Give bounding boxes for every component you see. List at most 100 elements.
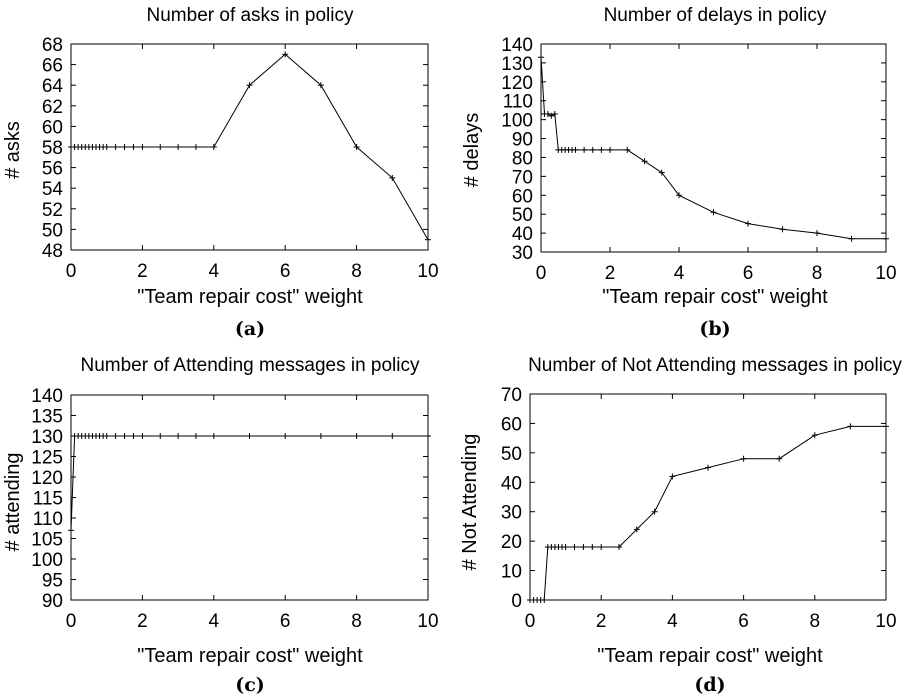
x-tick-label: 2 [137, 611, 148, 632]
data-point [317, 82, 324, 89]
y-tick-label: 56 [42, 159, 63, 180]
x-tick-label: 10 [417, 261, 438, 282]
y-tick-label: 52 [42, 200, 63, 221]
panel-caption: (b) [699, 318, 730, 340]
data-point [112, 433, 119, 439]
data-point [175, 433, 182, 439]
y-tick-label: 105 [31, 530, 63, 551]
data-point [651, 508, 658, 515]
y-tick-label: 40 [501, 473, 522, 494]
x-tick-label: 8 [810, 611, 821, 632]
y-tick-label: 50 [512, 205, 533, 226]
x-tick-label: 10 [875, 263, 896, 284]
x-tick-label: 0 [66, 261, 77, 282]
x-tick-label: 8 [812, 263, 823, 284]
y-tick-label: 30 [512, 243, 533, 264]
data-point [157, 433, 164, 439]
chart-title: Number of Not Attending messages in poli… [528, 355, 902, 376]
data-point [589, 544, 596, 551]
x-axis-label: "Team repair cost" weight [602, 286, 828, 308]
x-axis-label: "Team repair cost" weight [137, 645, 363, 667]
chart-title: Number of Attending messages in policy [80, 355, 420, 376]
y-tick-label: 90 [512, 130, 533, 151]
y-tick-label: 130 [31, 427, 63, 448]
data-point [544, 110, 551, 117]
y-tick-label: 62 [42, 97, 63, 118]
chart-title: Number of delays in policy [604, 5, 827, 26]
y-tick-label: 0 [511, 591, 522, 612]
x-tick-label: 0 [525, 611, 536, 632]
plot-frame [70, 394, 429, 601]
y-tick-label: 50 [42, 220, 63, 241]
data-point [103, 144, 110, 150]
data-point [192, 433, 199, 439]
x-tick-label: 4 [667, 611, 678, 632]
x-tick-label: 0 [536, 263, 547, 284]
y-tick-label: 64 [42, 76, 64, 97]
x-tick-label: 4 [209, 261, 220, 282]
data-point [589, 146, 596, 153]
data-point [139, 144, 146, 150]
plot-frame [540, 43, 887, 253]
panel-caption: (d) [694, 674, 725, 696]
data-point [551, 110, 558, 117]
y-axis-label: # attending [2, 453, 24, 552]
data-point [705, 464, 711, 471]
y-tick-label: 140 [31, 386, 63, 407]
x-tick-label: 6 [743, 263, 754, 284]
x-tick-label: 2 [605, 263, 616, 284]
data-point [581, 146, 588, 153]
y-tick-label: 70 [512, 167, 533, 188]
data-point [157, 144, 164, 150]
data-point [848, 235, 855, 242]
y-tick-label: 50 [501, 444, 522, 465]
data-point [246, 433, 253, 439]
y-tick-label: 135 [31, 407, 63, 428]
data-point [282, 433, 289, 439]
data-point [68, 527, 74, 534]
data-point [607, 146, 613, 153]
series-line [70, 435, 428, 531]
data-point [572, 146, 579, 153]
y-tick-label: 54 [42, 179, 64, 200]
x-axis-label: "Team repair cost" weight [137, 286, 363, 308]
x-tick-label: 0 [66, 611, 77, 632]
data-point [562, 544, 569, 551]
series-line [530, 425, 886, 601]
data-point [710, 209, 717, 216]
y-axis-label: # Not Attending [459, 434, 481, 571]
data-point [847, 423, 854, 430]
y-tick-label: 60 [501, 414, 522, 435]
y-tick-label: 66 [42, 56, 63, 77]
y-tick-label: 60 [42, 117, 63, 138]
data-point [317, 433, 324, 439]
data-point [658, 169, 665, 176]
data-point [641, 158, 648, 165]
data-point [779, 226, 786, 233]
data-point [745, 220, 751, 227]
y-tick-label: 80 [512, 148, 533, 169]
data-point [353, 433, 360, 439]
chart-title: Number of asks in policy [147, 5, 354, 26]
panel-a: Number of asks in policy "Team repair co… [2, 5, 439, 340]
data-point [130, 433, 137, 439]
data-point [121, 144, 128, 150]
x-tick-label: 6 [738, 611, 749, 632]
y-tick-label: 90 [42, 591, 63, 612]
x-tick-label: 8 [351, 261, 362, 282]
data-point [598, 544, 605, 551]
data-point [139, 433, 146, 439]
y-tick-label: 100 [31, 550, 63, 571]
x-tick-label: 4 [674, 263, 685, 284]
x-tick-label: 6 [280, 611, 291, 632]
data-point [598, 146, 605, 153]
data-point [676, 192, 682, 199]
y-tick-label: 60 [512, 186, 533, 207]
plot-area: 0 2 4 6 8 10 0 10 20 30 40 50 60 70 [501, 385, 897, 632]
plot-frame [529, 393, 887, 601]
panel-caption: (a) [235, 318, 265, 340]
data-point [571, 544, 578, 551]
y-tick-label: 110 [503, 92, 533, 113]
